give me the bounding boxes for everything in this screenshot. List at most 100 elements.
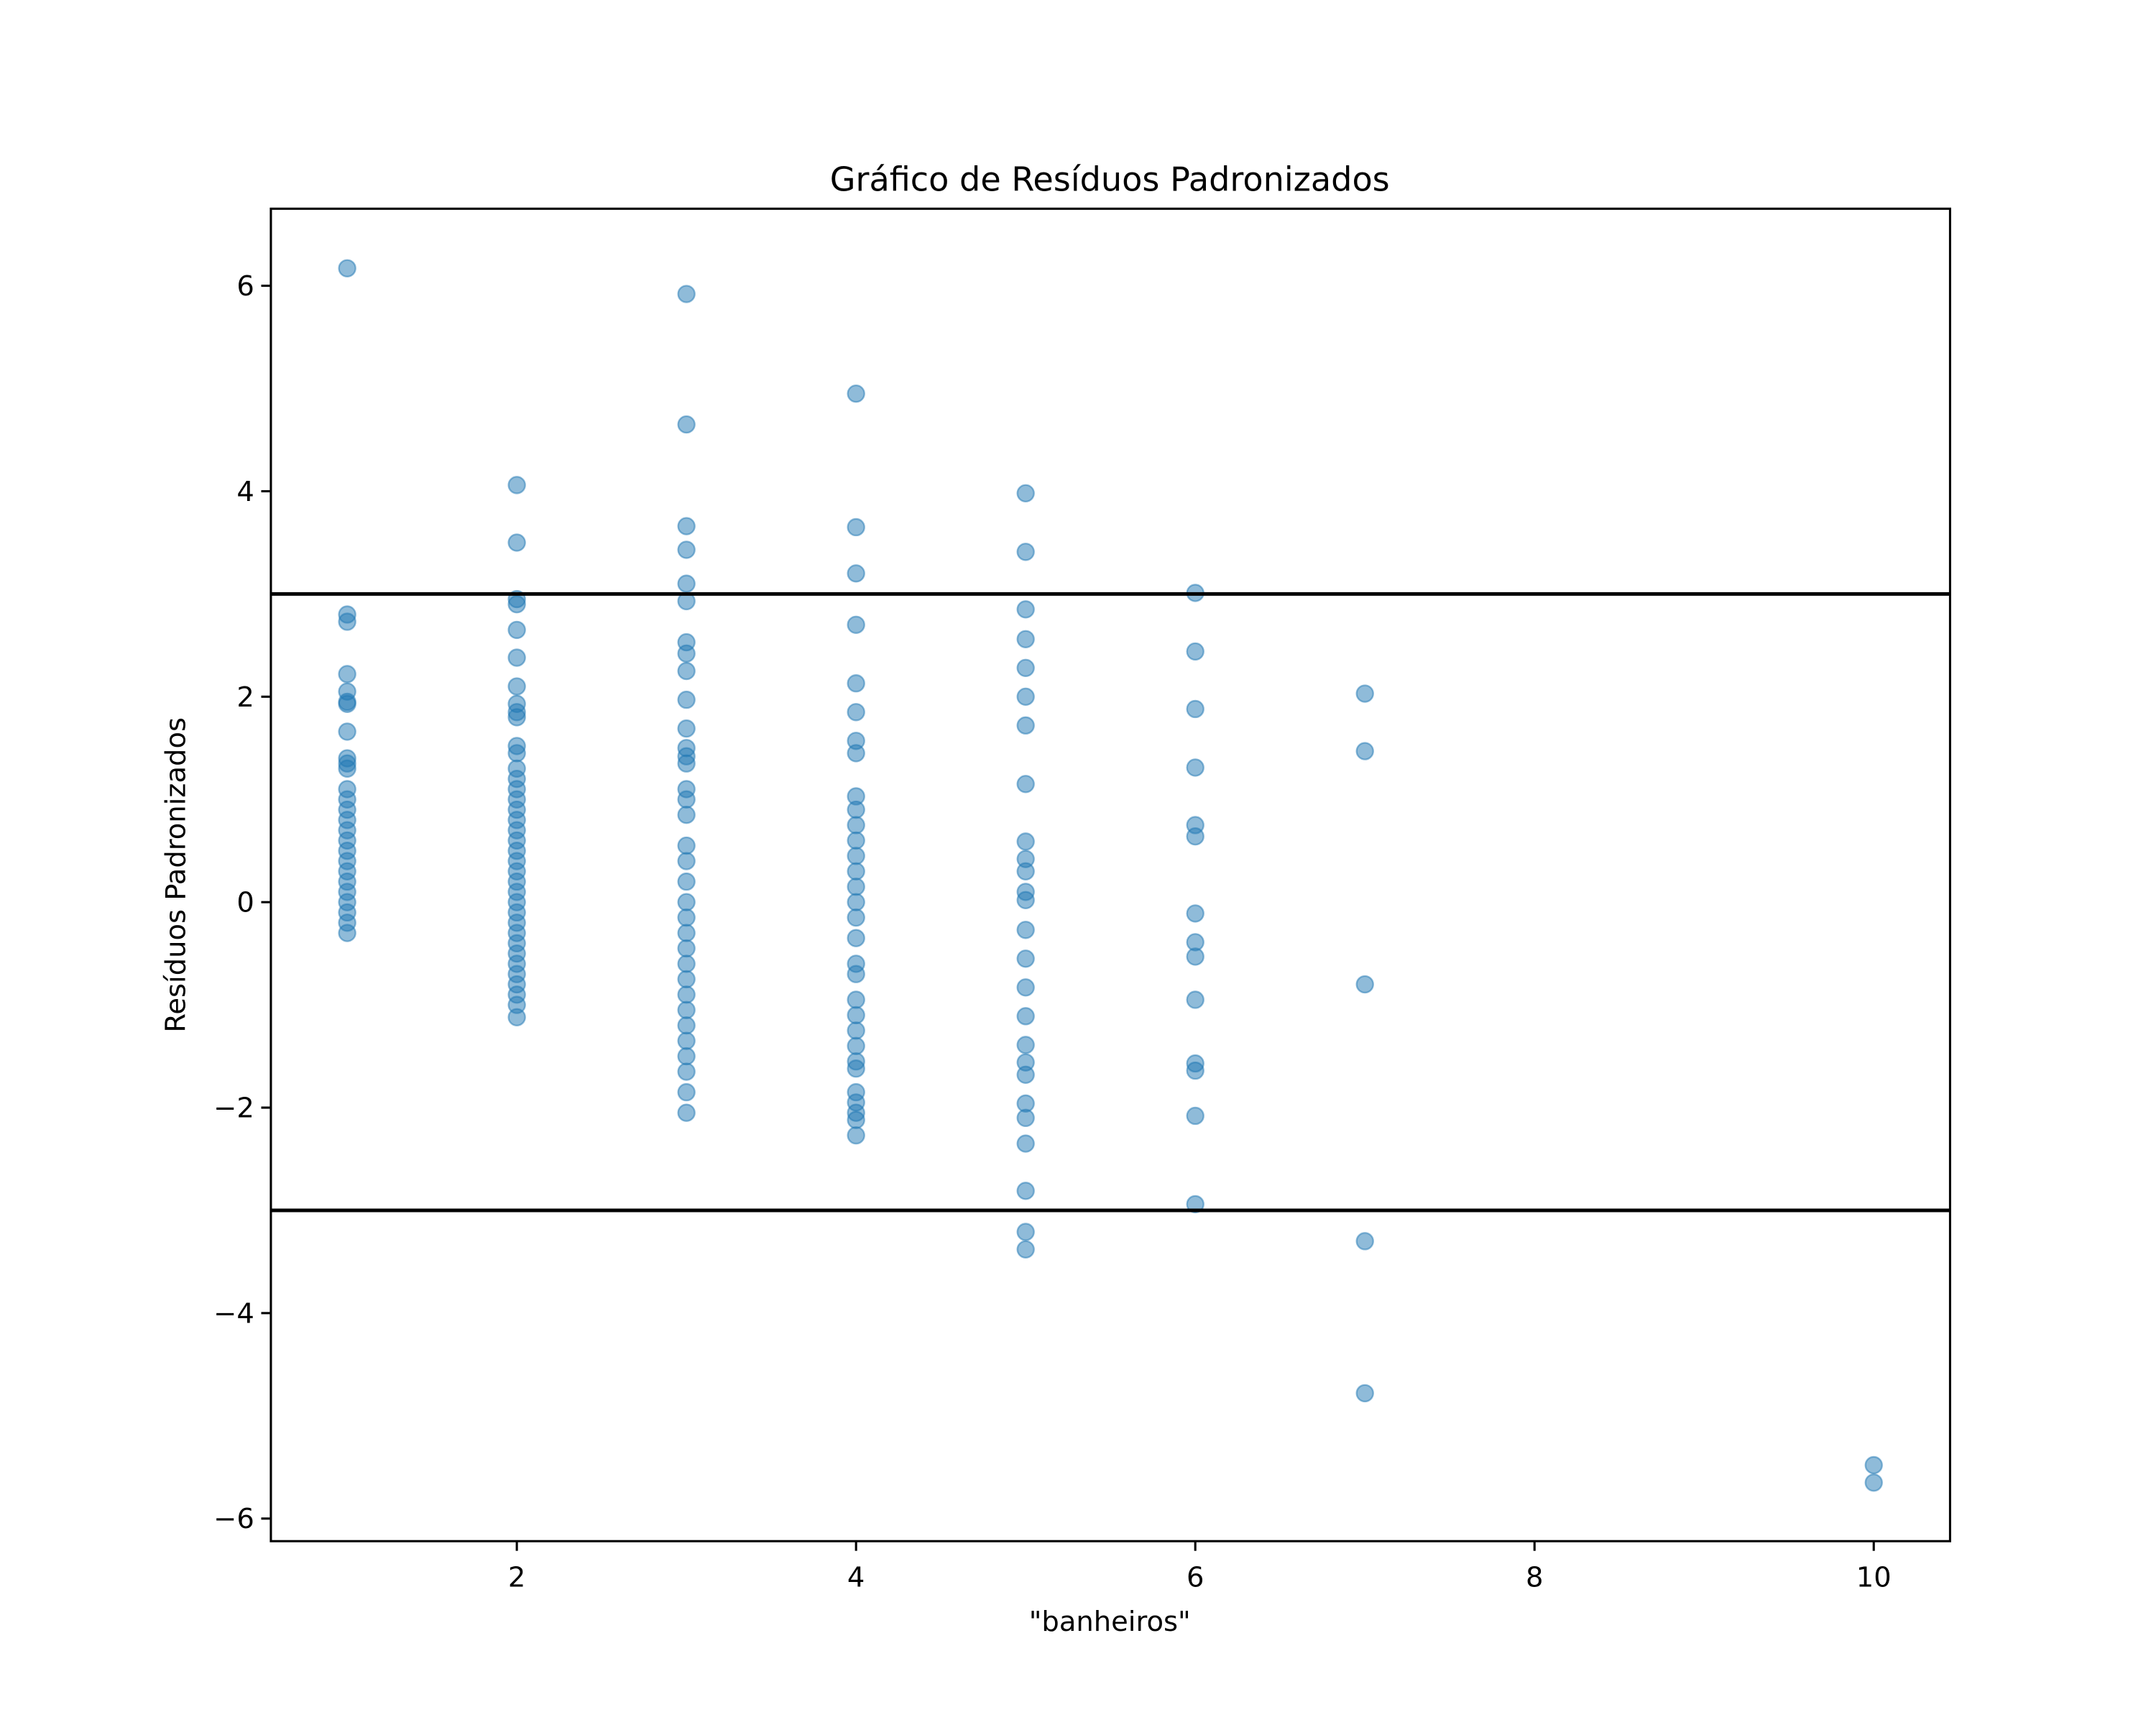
point [507, 620, 526, 640]
point [1355, 1384, 1374, 1403]
point [1355, 975, 1374, 994]
point [338, 612, 356, 631]
point [1016, 775, 1035, 794]
point [507, 533, 526, 552]
point [1016, 1223, 1035, 1241]
point [847, 703, 865, 722]
point [1186, 904, 1204, 923]
point [677, 1031, 696, 1050]
point [677, 285, 696, 303]
point [1016, 1036, 1035, 1054]
y-tick-label: −2 [213, 1092, 254, 1125]
point [677, 1103, 696, 1122]
point [1864, 1455, 1883, 1475]
point [1186, 1195, 1204, 1214]
y-tick-label: −6 [213, 1503, 254, 1535]
point [847, 862, 865, 880]
point [1016, 1007, 1035, 1026]
point [1016, 687, 1035, 707]
y-tick-label: 2 [236, 681, 254, 714]
point [677, 924, 696, 942]
point [507, 708, 526, 727]
point [1016, 600, 1035, 619]
point [1016, 1134, 1035, 1153]
point [847, 615, 865, 634]
point [1016, 543, 1035, 561]
point [847, 929, 865, 947]
x-tick-label: 8 [1526, 1562, 1543, 1594]
point [847, 893, 865, 911]
point [847, 831, 865, 850]
point [507, 677, 526, 696]
point [847, 1036, 865, 1055]
point [338, 759, 356, 778]
point [507, 1008, 526, 1026]
point [1016, 921, 1035, 939]
x-tick-label: 4 [847, 1562, 865, 1594]
point [1186, 1061, 1204, 1080]
point [847, 744, 865, 763]
y-tick-label: −4 [213, 1297, 254, 1330]
point [677, 893, 696, 911]
point [1186, 990, 1204, 1009]
point [507, 594, 526, 614]
point [847, 1059, 865, 1078]
point [677, 754, 696, 773]
point [677, 1046, 696, 1066]
point [677, 954, 696, 973]
point [677, 836, 696, 855]
y-tick-label: 4 [236, 476, 254, 508]
point [677, 540, 696, 559]
point [507, 648, 526, 667]
point [677, 415, 696, 434]
point [338, 694, 356, 714]
point [1355, 684, 1374, 703]
x-tick-label: 2 [508, 1562, 525, 1594]
point [847, 1126, 865, 1145]
x-axis-label: "banheiros" [1029, 1606, 1191, 1638]
point [1016, 1182, 1035, 1200]
point [677, 852, 696, 870]
point [847, 1110, 865, 1129]
point [847, 816, 865, 834]
point [677, 517, 696, 535]
point [847, 878, 865, 896]
point [847, 908, 865, 927]
y-axis-label: Resíduos Padronizados [160, 717, 193, 1033]
y-tick-label: 0 [236, 887, 254, 919]
point [338, 924, 356, 942]
point [847, 518, 865, 537]
point [847, 847, 865, 865]
point [1186, 642, 1204, 661]
point [338, 722, 356, 741]
point [1016, 891, 1035, 910]
point [1016, 1108, 1035, 1128]
point [677, 985, 696, 1004]
point [1016, 862, 1035, 880]
point [1186, 699, 1204, 719]
point [1016, 832, 1035, 851]
point [1016, 978, 1035, 997]
point [1186, 947, 1204, 966]
axes-frame [270, 207, 1951, 1542]
point [677, 690, 696, 709]
point [677, 1082, 696, 1102]
x-tick-label: 6 [1187, 1562, 1204, 1594]
point [1355, 1232, 1374, 1251]
point [847, 384, 865, 403]
point [847, 1006, 865, 1025]
point [338, 259, 356, 277]
point [507, 744, 526, 763]
point [847, 965, 865, 983]
point [677, 574, 696, 593]
point [847, 990, 865, 1009]
point [1864, 1473, 1883, 1492]
point [677, 661, 696, 681]
point [507, 476, 526, 494]
point [677, 719, 696, 738]
point [1186, 1106, 1204, 1126]
point [677, 939, 696, 958]
point [677, 805, 696, 824]
